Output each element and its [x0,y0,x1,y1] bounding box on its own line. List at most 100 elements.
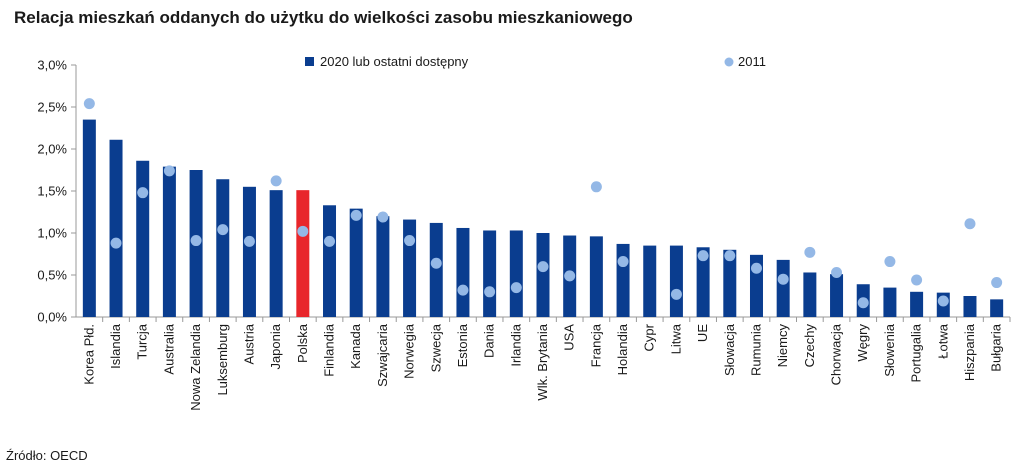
x-tick-label: Irlandia [508,323,523,366]
x-tick-label: Holandia [615,323,630,375]
dot-2011 [564,270,576,282]
y-tick-label: 1,0% [37,226,67,241]
x-tick-label: Szwecja [428,323,443,372]
bar [162,166,176,317]
bar [296,190,310,317]
source-note: Źródło: OECD [6,448,88,463]
x-tick-label: Rumunia [748,323,763,376]
x-tick-label: Islandia [108,323,123,369]
x-tick-label: Japonia [268,323,283,369]
dot-2011 [270,175,282,187]
x-tick-label: Turcja [135,323,150,359]
dot-2011 [884,256,896,268]
x-tick-label: Bułgaria [989,323,1004,371]
dot-2011 [590,181,602,193]
x-tick-label: Finlandia [322,323,337,377]
dot-2011 [911,274,923,286]
x-tick-label: USA [562,324,577,351]
bar [82,119,96,317]
dot-2011 [510,282,522,294]
bar [242,186,256,317]
x-tick-label: UE [695,324,710,342]
bar [109,139,123,317]
bar [910,291,924,317]
dot-2011 [537,261,549,273]
dot-2011 [110,237,122,249]
y-tick-label: 1,5% [37,184,67,199]
x-tick-label: Australia [161,323,176,374]
x-tick-label: Austria [241,323,256,364]
bar [349,208,363,317]
legend-dot-swatch [724,57,734,67]
x-tick-label: Cypr [642,323,657,351]
dot-2011 [377,211,389,223]
dot-2011 [137,187,149,199]
bar [403,219,417,317]
bar [269,190,283,317]
dot-2011 [484,286,496,298]
legend-bar-swatch [305,57,314,66]
x-tick-label: Nowa Zelandia [188,323,203,410]
dot-2011 [350,209,362,221]
bar [723,249,737,317]
legend-bar-label: 2020 lub ostatni dostępny [320,54,469,69]
x-tick-label: Polska [295,323,310,363]
x-tick-label: Luksemburg [215,324,230,396]
bar [669,245,683,317]
bar [509,230,523,317]
x-tick-label: Łotwa [935,323,950,358]
x-tick-label: Słowacja [722,323,737,376]
y-tick-label: 0,0% [37,310,67,325]
x-tick-label: Francja [588,323,603,367]
dot-2011 [857,297,869,309]
dot-2011 [297,225,309,237]
y-tick-label: 0,5% [37,268,67,283]
dot-2011 [724,250,736,262]
x-tick-label: Korea Płd. [81,324,96,385]
x-tick-label: Węgry [855,324,870,362]
x-tick-label: Słowenia [882,323,897,377]
x-tick-label: Niemcy [775,324,790,368]
chart-title: Relacja mieszkań oddanych do użytku do w… [14,8,633,27]
x-tick-label: Hiszpania [962,323,977,381]
x-tick-label: Dania [482,323,497,358]
dot-2011 [750,262,762,274]
bar [323,205,337,317]
bar [776,259,790,317]
dot-2011 [404,235,416,247]
x-tick-label: Norwegia [402,323,417,379]
bar [643,245,657,317]
dot-2011 [324,235,336,247]
bar [376,216,390,317]
x-tick-label: Litwa [668,323,683,354]
bar [536,233,550,317]
y-tick-label: 2,0% [37,142,67,157]
y-tick-label: 3,0% [37,58,67,73]
dot-2011 [777,273,789,285]
x-tick-label: Wlk. Brytania [535,323,550,400]
dot-2011 [430,257,442,269]
x-tick-label: Estonia [455,323,470,367]
bar [990,299,1004,317]
bar [803,272,817,317]
bar [589,236,603,317]
x-tick-label: Czechy [802,324,817,368]
dot-2011 [190,235,202,247]
dot-2011 [163,165,175,177]
dot-2011 [457,284,469,296]
bar [963,296,977,317]
x-tick-label: Chorwacja [829,323,844,385]
x-tick-label: Portugalia [909,323,924,382]
dot-2011 [217,224,229,236]
bar [456,227,470,317]
dot-2011 [804,246,816,258]
dot-2011 [964,218,976,230]
bar [696,247,710,317]
bar [616,243,630,317]
legend-dot-label: 2011 [738,54,766,69]
bar [883,287,897,317]
dot-2011 [617,256,629,268]
dot-2011 [83,98,95,110]
x-tick-label: Szwajcaria [375,323,390,387]
